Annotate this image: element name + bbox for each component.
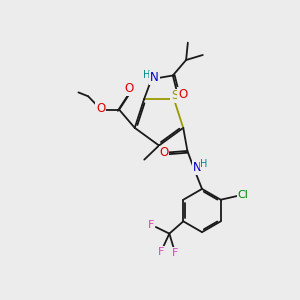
Text: S: S — [171, 89, 178, 102]
Text: H: H — [143, 70, 150, 80]
Text: N: N — [150, 71, 159, 84]
Text: N: N — [193, 161, 202, 174]
Text: O: O — [96, 102, 105, 115]
Text: O: O — [178, 88, 187, 101]
Text: F: F — [148, 220, 154, 230]
Text: F: F — [172, 248, 178, 258]
Text: O: O — [125, 82, 134, 95]
Text: F: F — [158, 247, 164, 257]
Text: O: O — [159, 146, 169, 160]
Text: Cl: Cl — [238, 190, 248, 200]
Text: H: H — [200, 159, 208, 169]
